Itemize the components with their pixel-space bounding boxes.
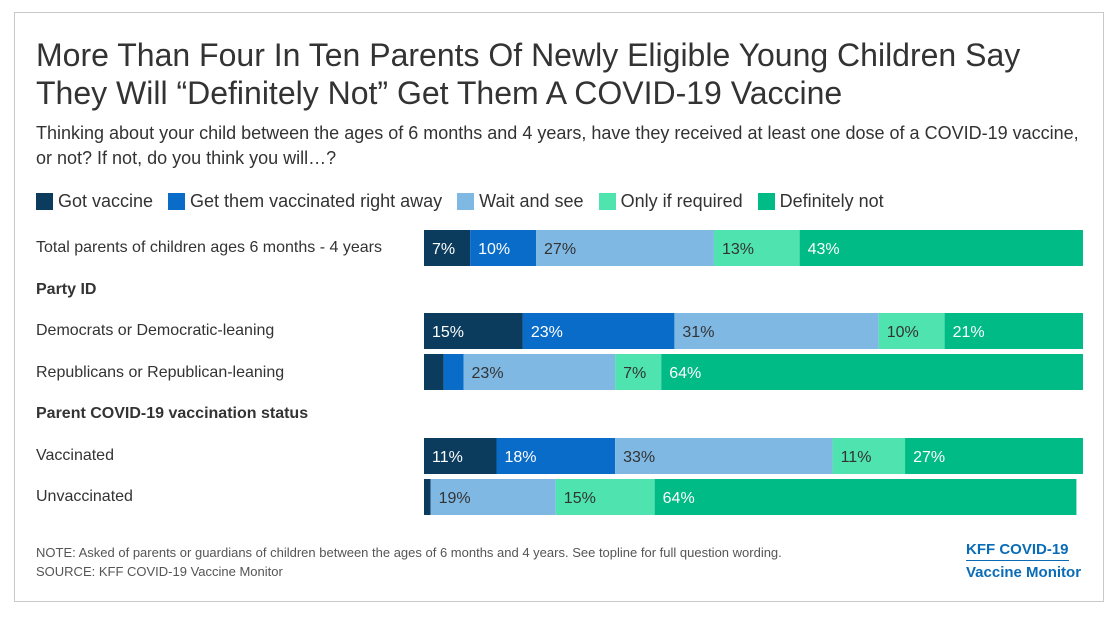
bar-definitely-not-row-2 — [661, 354, 1083, 390]
legend-item-got-vaccine: Got vaccine — [36, 191, 153, 212]
data-label-got-vaccine-row-1: 15% — [432, 324, 464, 341]
data-label-only-if-required-row-0: 13% — [722, 241, 754, 258]
chart-frame — [14, 12, 1104, 602]
data-label-only-if-required-row-2: 7% — [623, 365, 646, 382]
legend-label: Get them vaccinated right away — [190, 190, 443, 211]
legend-swatch — [598, 192, 616, 210]
data-label-only-if-required-row-1: 10% — [887, 324, 919, 341]
legend-label: Only if required — [620, 190, 743, 211]
bar-got-vaccine-row-4 — [424, 479, 431, 515]
bar-get-them-vaccinated-right-away-row-3 — [496, 438, 616, 474]
brand-line-1: KFF COVID-19 — [966, 539, 1069, 561]
bar-wait-and-see-row-2 — [463, 354, 616, 390]
data-label-definitely-not-row-4: 64% — [663, 490, 695, 507]
bar-only-if-required-row-3 — [832, 438, 906, 474]
row-label-unvaccinated: Unvaccinated — [36, 488, 133, 505]
bar-wait-and-see-row-0 — [536, 230, 714, 266]
note-text: NOTE: Asked of parents or guardians of c… — [36, 545, 782, 560]
bar-get-them-vaccinated-right-away-row-1 — [522, 313, 675, 349]
data-label-got-vaccine-row-0: 7% — [432, 241, 455, 258]
data-label-only-if-required-row-3: 11% — [841, 449, 872, 466]
row-label-republicans: Republicans or Republican-leaning — [36, 364, 285, 381]
data-label-only-if-required-row-4: 15% — [564, 490, 596, 507]
data-label-get-them-vaccinated-right-away-row-3: 18% — [504, 449, 536, 466]
data-label-wait-and-see-row-1: 31% — [682, 324, 714, 341]
data-label-wait-and-see-row-0: 27% — [544, 241, 576, 258]
data-label-get-them-vaccinated-right-away-row-0: 10% — [478, 241, 510, 258]
data-label-definitely-not-row-0: 43% — [808, 241, 840, 258]
legend-swatch — [36, 192, 53, 210]
row-label-democrats: Democrats or Democratic-leaning — [36, 322, 275, 339]
data-label-definitely-not-row-3: 27% — [913, 449, 945, 466]
bar-only-if-required-row-1 — [878, 313, 945, 349]
legend-swatch — [757, 192, 775, 210]
bar-only-if-required-row-0 — [713, 230, 800, 266]
data-label-definitely-not-row-2: 64% — [669, 365, 701, 382]
legend-item-right-away: Get them vaccinated right away — [168, 191, 442, 212]
bar-wait-and-see-row-4 — [430, 479, 556, 515]
bar-only-if-required-row-4 — [555, 479, 655, 515]
bar-only-if-required-row-2 — [615, 354, 662, 390]
brand-logo: KFF COVID-19 Vaccine Monitor — [966, 539, 1081, 583]
bar-got-vaccine-row-3 — [424, 438, 497, 474]
brand-line-2: Vaccine Monitor — [966, 564, 1082, 581]
bar-definitely-not-row-0 — [799, 230, 1083, 266]
group-label-party-id: Party ID — [36, 281, 97, 298]
data-label-definitely-not-row-1: 21% — [953, 324, 985, 341]
bar-get-them-vaccinated-right-away-row-2 — [443, 354, 464, 390]
legend-swatch — [168, 192, 186, 210]
legend-item-definitely-not: Definitely not — [757, 190, 884, 212]
chart-subtitle: Thinking about your child between the ag… — [36, 123, 1079, 168]
legend-swatch — [457, 192, 475, 210]
legend: Got vaccine Get them vaccinated right aw… — [36, 190, 899, 212]
row-label-vaccinated: Vaccinated — [36, 447, 114, 464]
legend-label: Wait and see — [479, 190, 584, 211]
bar-definitely-not-row-3 — [905, 438, 1083, 474]
bar-got-vaccine-row-0 — [424, 230, 471, 266]
group-label-vaccination-status: Parent COVID-19 vaccination status — [36, 405, 309, 422]
legend-label: Got vaccine — [58, 190, 154, 211]
data-label-wait-and-see-row-3: 33% — [623, 449, 655, 466]
legend-label: Definitely not — [779, 190, 884, 211]
footnote: NOTE: Asked of parents or guardians of c… — [36, 543, 782, 581]
data-label-wait-and-see-row-4: 19% — [439, 490, 471, 507]
legend-item-wait-and-see: Wait and see — [457, 190, 584, 212]
data-label-wait-and-see-row-2: 23% — [472, 365, 504, 382]
bar-wait-and-see-row-1 — [674, 313, 879, 349]
bar-definitely-not-row-1 — [944, 313, 1083, 349]
bar-got-vaccine-row-1 — [424, 313, 523, 349]
row-label-total: Total parents of children ages 6 months … — [36, 239, 382, 256]
chart-title: More Than Four In Ten Parents Of Newly E… — [36, 37, 1021, 111]
data-label-got-vaccine-row-3: 11% — [432, 449, 463, 466]
bar-wait-and-see-row-3 — [615, 438, 833, 474]
bar-got-vaccine-row-2 — [424, 354, 444, 390]
bar-definitely-not-row-4 — [654, 479, 1077, 515]
legend-item-only-if-required: Only if required — [598, 190, 743, 212]
bar-get-them-vaccinated-right-away-row-0 — [470, 230, 537, 266]
data-label-get-them-vaccinated-right-away-row-1: 23% — [531, 324, 563, 341]
source-text: SOURCE: KFF COVID-19 Vaccine Monitor — [36, 564, 283, 579]
